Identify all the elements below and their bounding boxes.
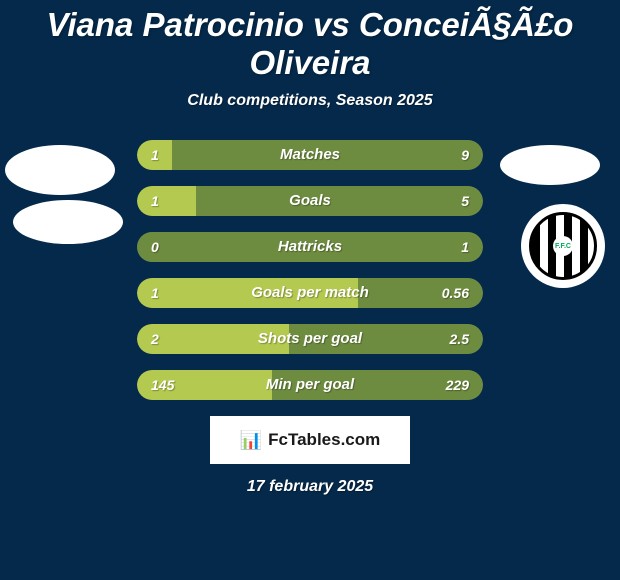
stat-row: 145229Min per goal <box>137 370 483 400</box>
team-right-ellipse <box>500 145 600 185</box>
stat-label: Goals per match <box>137 278 483 308</box>
stat-row: 19Matches <box>137 140 483 170</box>
stat-label: Matches <box>137 140 483 170</box>
stat-row: 15Goals <box>137 186 483 216</box>
stat-row: 22.5Shots per goal <box>137 324 483 354</box>
stat-row: 01Hattricks <box>137 232 483 262</box>
team-badge-text: F.F.C <box>553 236 573 256</box>
stat-bars: 19Matches 15Goals 01Hattricks 10.56Goals pe… <box>137 140 483 400</box>
chart-icon: 📊 <box>240 430 262 451</box>
watermark-text: FcTables.com <box>268 430 380 450</box>
team-right-badge: F.F.C <box>521 204 605 288</box>
page-title: Viana Patrocinio vs ConceiÃ§Ã£o Oliveira <box>0 0 620 82</box>
subtitle: Club competitions, Season 2025 <box>0 92 620 110</box>
team-left-logo-1 <box>5 145 115 195</box>
date-label: 17 february 2025 <box>0 478 620 496</box>
team-left-logo-2 <box>13 200 123 244</box>
content-area: F.F.C 19Matches 15Goals 01Hattricks 10.56Go… <box>0 140 620 496</box>
team-badge-stripes: F.F.C <box>529 212 597 280</box>
stat-row: 10.56Goals per match <box>137 278 483 308</box>
stat-label: Goals <box>137 186 483 216</box>
stat-label: Min per goal <box>137 370 483 400</box>
comparison-card: Viana Patrocinio vs ConceiÃ§Ã£o Oliveira… <box>0 0 620 580</box>
watermark: 📊 FcTables.com <box>210 416 410 464</box>
stat-label: Shots per goal <box>137 324 483 354</box>
stat-label: Hattricks <box>137 232 483 262</box>
